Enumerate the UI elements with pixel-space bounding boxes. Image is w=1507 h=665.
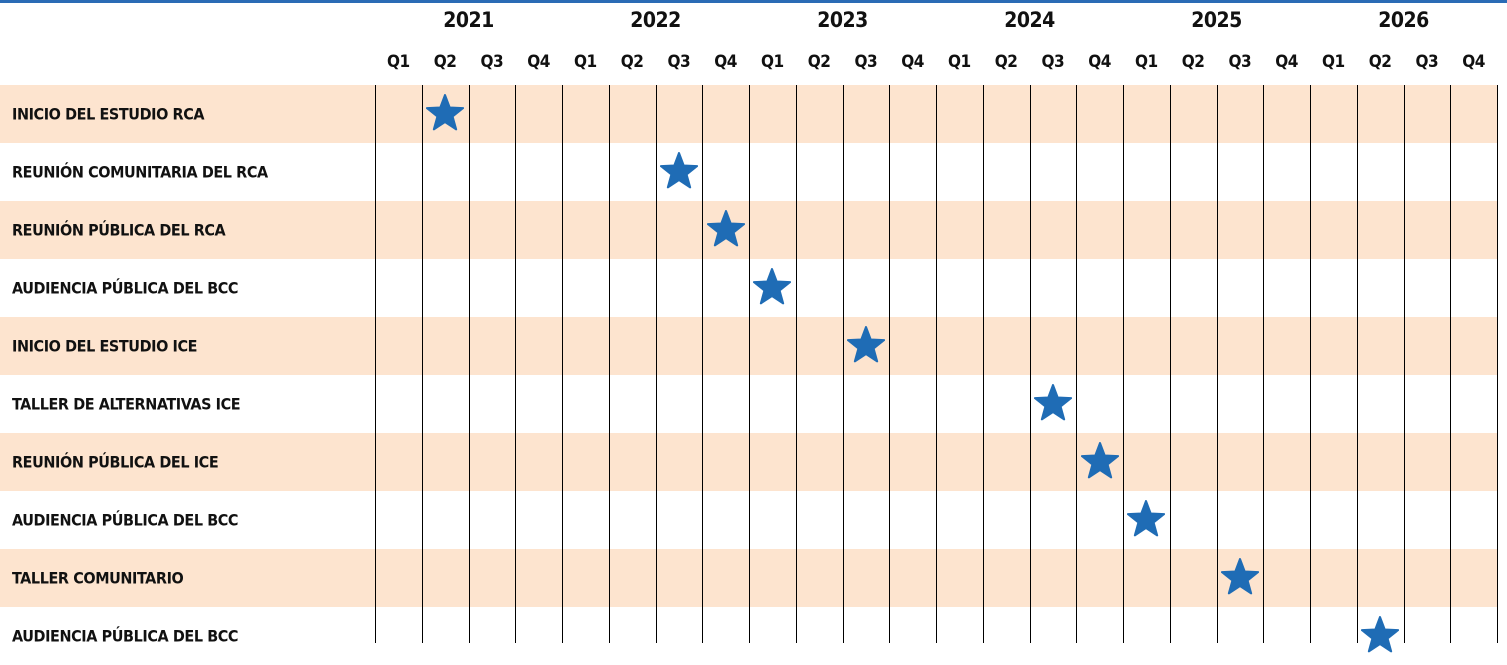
grid-line — [1310, 85, 1311, 643]
milestone-label: TALLER COMUNITARIO — [12, 568, 184, 588]
star-icon — [1127, 500, 1166, 537]
row-band — [0, 85, 1497, 143]
grid-line — [656, 85, 657, 643]
quarter-label: Q3 — [667, 52, 691, 72]
quarter-label: Q1 — [1322, 52, 1345, 72]
year-label-2025: 2025 — [1191, 8, 1242, 32]
quarter-label: Q3 — [854, 52, 878, 72]
grid-line — [1357, 85, 1358, 643]
row-band — [0, 201, 1497, 259]
year-label-2024: 2024 — [1004, 8, 1055, 32]
quarter-label: Q4 — [527, 52, 550, 72]
star-icon — [753, 268, 792, 305]
quarter-label: Q2 — [620, 52, 644, 72]
grid-line — [843, 85, 844, 643]
grid-line — [375, 85, 376, 643]
milestone-label: REUNIÓN PÚBLICA DEL ICE — [12, 452, 219, 472]
quarter-label: Q4 — [901, 52, 924, 72]
quarter-label: Q2 — [1181, 52, 1205, 72]
quarter-label: Q1 — [387, 52, 410, 72]
quarter-label: Q1 — [574, 52, 597, 72]
milestone-label: INICIO DEL ESTUDIO RCA — [12, 104, 205, 124]
milestone-label: AUDIENCIA PÚBLICA DEL BCC — [12, 278, 239, 298]
grid-line — [796, 85, 797, 643]
grid-line — [1123, 85, 1124, 643]
quarter-label: Q1 — [761, 52, 784, 72]
grid-line — [1217, 85, 1218, 643]
star-icon — [659, 152, 698, 189]
year-label-2021: 2021 — [443, 8, 494, 32]
milestone-label: REUNIÓN COMUNITARIA DEL RCA — [12, 162, 268, 182]
star-icon — [1361, 616, 1400, 653]
quarter-label: Q4 — [714, 52, 737, 72]
quarter-label: Q2 — [433, 52, 457, 72]
year-label-2023: 2023 — [817, 8, 868, 32]
year-label-2022: 2022 — [630, 8, 681, 32]
grid-line — [702, 85, 703, 643]
row-band — [0, 317, 1497, 375]
star-icon — [1033, 384, 1072, 421]
milestone-label: TALLER DE ALTERNATIVAS ICE — [12, 394, 241, 414]
quarter-label: Q4 — [1275, 52, 1298, 72]
star-icon — [846, 326, 885, 363]
grid-line — [1263, 85, 1264, 643]
star-icon — [1220, 558, 1259, 595]
milestone-label: INICIO DEL ESTUDIO ICE — [12, 336, 198, 356]
grid-line — [469, 85, 470, 643]
grid-line — [983, 85, 984, 643]
quarter-label: Q1 — [948, 52, 971, 72]
milestone-label: AUDIENCIA PÚBLICA DEL BCC — [12, 626, 239, 646]
grid-line — [1170, 85, 1171, 643]
top-rule — [0, 0, 1507, 3]
grid-line — [749, 85, 750, 643]
row-band — [0, 433, 1497, 491]
quarter-label: Q3 — [1415, 52, 1439, 72]
star-icon — [706, 210, 745, 247]
grid-line — [1030, 85, 1031, 643]
milestone-label: REUNIÓN PÚBLICA DEL RCA — [12, 220, 226, 240]
quarter-label: Q2 — [807, 52, 831, 72]
quarter-label: Q2 — [1368, 52, 1392, 72]
grid-line — [936, 85, 937, 643]
grid-line — [1076, 85, 1077, 643]
grid-line — [422, 85, 423, 643]
grid-line — [609, 85, 610, 643]
quarter-label: Q3 — [1041, 52, 1065, 72]
year-label-2026: 2026 — [1378, 8, 1429, 32]
star-icon — [426, 94, 465, 131]
grid-line — [1497, 85, 1498, 643]
quarter-label: Q4 — [1088, 52, 1111, 72]
quarter-label: Q2 — [994, 52, 1018, 72]
quarter-label: Q4 — [1462, 52, 1485, 72]
grid-line — [1450, 85, 1451, 643]
star-icon — [1080, 442, 1119, 479]
milestone-label: AUDIENCIA PÚBLICA DEL BCC — [12, 510, 239, 530]
grid-line — [1404, 85, 1405, 643]
grid-line — [562, 85, 563, 643]
grid-line — [515, 85, 516, 643]
quarter-label: Q3 — [480, 52, 504, 72]
quarter-label: Q1 — [1135, 52, 1158, 72]
quarter-label: Q3 — [1228, 52, 1252, 72]
grid-line — [889, 85, 890, 643]
